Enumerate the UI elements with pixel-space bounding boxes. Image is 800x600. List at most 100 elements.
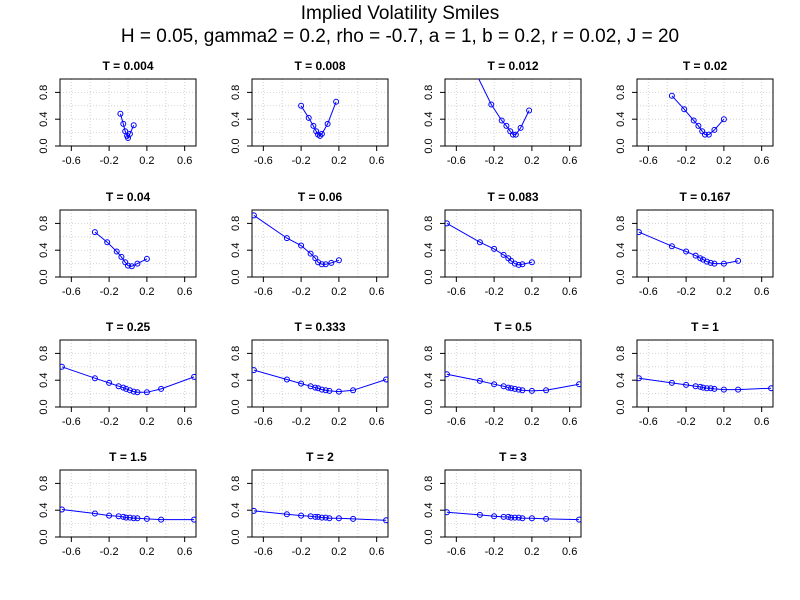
data-point [690, 117, 697, 124]
panel-title: T = 0.5 [494, 320, 532, 334]
series-group [298, 98, 340, 139]
data-point [252, 212, 257, 219]
smile-panel-4: T = 0.02 -0.6 -0.2 0.2 0.6 0.0 0.4 0.8 [615, 59, 774, 167]
y-tick-label: 0.8 [423, 85, 435, 100]
data-point [510, 131, 516, 138]
plot-frame [444, 78, 582, 147]
data-point [511, 260, 518, 267]
data-point [298, 242, 305, 249]
x-tick-label: 0.6 [562, 416, 577, 428]
y-tick-label: 0.4 [423, 112, 435, 127]
data-point [283, 376, 290, 383]
panel-title: T = 3 [499, 450, 527, 464]
figure-title: Implied Volatility Smiles [301, 3, 500, 24]
y-tick-label: 0.8 [230, 216, 242, 231]
data-point [700, 384, 707, 391]
x-tick-label: 0.6 [177, 286, 192, 298]
data-point [707, 385, 714, 392]
data-point [298, 512, 305, 519]
data-point [697, 255, 704, 262]
series-group [117, 110, 137, 141]
y-tick-label: 0.0 [423, 138, 435, 153]
x-tick-label: 0.6 [754, 155, 769, 167]
data-point [500, 251, 507, 258]
y-tick-label: 0.8 [38, 346, 50, 361]
x-tick-label: 0.2 [331, 416, 346, 428]
data-point [543, 387, 550, 394]
x-tick-label: 0.2 [524, 286, 539, 298]
data-point [498, 117, 505, 124]
series-group [637, 375, 773, 393]
data-point [350, 515, 357, 522]
y-tick-label: 0.0 [423, 269, 435, 284]
data-point [333, 98, 340, 105]
x-tick-label: -0.6 [639, 416, 658, 428]
y-tick-label: 0.0 [615, 399, 627, 414]
data-point [158, 385, 165, 392]
data-point [126, 514, 133, 521]
panel-title: T = 0.04 [106, 190, 151, 204]
series-group [445, 220, 535, 268]
smile-panel-15: T = 3 -0.6 -0.2 0.2 0.6 0.0 0.4 0.8 [423, 450, 582, 558]
y-tick-label: 0.4 [615, 112, 627, 127]
data-point [318, 130, 325, 137]
smile-panel-11: T = 0.5 -0.6 -0.2 0.2 0.6 0.0 0.4 0.8 [423, 320, 582, 428]
panel-grid: T = 0.004-0.6 -0.2 0.2 0.60.00.40.8T = 0.00… [38, 59, 774, 558]
data-point [637, 375, 642, 382]
data-point [312, 384, 319, 391]
panel-title: T = 1.5 [109, 450, 147, 464]
data-point [283, 511, 290, 518]
plot-frame [59, 209, 197, 278]
data-point [515, 261, 522, 268]
y-tick-label: 0.0 [38, 138, 50, 153]
x-tick-label: 0.2 [139, 286, 154, 298]
data-point [312, 255, 319, 262]
data-point [104, 239, 111, 246]
series-group [60, 506, 196, 523]
data-point [515, 386, 522, 393]
data-point [512, 131, 519, 138]
data-point [60, 506, 65, 513]
data-point [60, 363, 65, 370]
x-tick-label: -0.6 [254, 155, 273, 167]
x-tick-label: -0.6 [62, 546, 81, 558]
data-point [191, 516, 196, 523]
plot-frame [251, 78, 389, 147]
smile-panel-13: T = 1.5 -0.6 -0.2 0.2 0.6 0.0 0.4 0.8 [38, 450, 197, 558]
y-tick-label: 0.0 [230, 138, 242, 153]
data-point [310, 122, 317, 129]
data-point [735, 386, 742, 393]
x-tick-label: -0.2 [292, 416, 311, 428]
series-line [446, 222, 533, 266]
data-point [508, 385, 515, 392]
y-tick-label: 0.8 [230, 476, 242, 491]
data-point [120, 384, 127, 391]
x-tick-label: -0.2 [100, 416, 119, 428]
x-tick-label: 0.2 [524, 546, 539, 558]
y-tick-label: 0.4 [230, 373, 242, 388]
plot-frame [444, 469, 582, 538]
x-tick-label: -0.2 [677, 416, 696, 428]
x-tick-label: -0.6 [62, 416, 81, 428]
y-tick-label: 0.4 [423, 373, 435, 388]
y-tick-label: 0.4 [423, 503, 435, 518]
panel-title: T = 1 [691, 320, 719, 334]
y-tick-label: 0.4 [38, 243, 50, 258]
smile-panel-1: T = 0.004 -0.6 -0.2 0.2 0.6 0.0 0.4 0.8 [38, 59, 197, 167]
data-point [505, 384, 512, 391]
y-tick-label: 0.0 [230, 399, 242, 414]
panel-title: T = 0.008 [294, 59, 345, 73]
data-point [526, 107, 533, 114]
data-point [128, 263, 135, 270]
x-tick-label: -0.6 [254, 286, 273, 298]
smile-panel-6: T = 0.06 -0.6 -0.2 0.2 0.6 0.0 0.4 0.8 [230, 190, 389, 298]
data-point [488, 101, 495, 108]
data-point [476, 377, 483, 384]
data-point [383, 376, 388, 383]
x-tick-label: -0.2 [677, 155, 696, 167]
data-point [318, 514, 325, 521]
data-point [503, 122, 510, 129]
data-point [528, 259, 535, 266]
x-tick-label: 0.6 [177, 155, 192, 167]
